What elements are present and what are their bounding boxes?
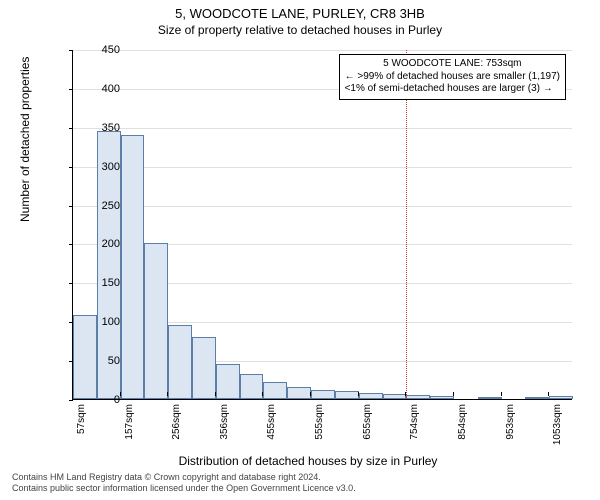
ytick-mark — [69, 400, 73, 401]
ytick-mark — [69, 283, 73, 284]
histogram-bar — [478, 397, 502, 399]
xtick-label: 754sqm — [409, 404, 420, 440]
histogram-chart: Number of detached properties 5 WOODCOTE… — [32, 42, 584, 452]
xtick-label: 157sqm — [124, 404, 135, 440]
page-title: 5, WOODCOTE LANE, PURLEY, CR8 3HB — [0, 0, 600, 21]
histogram-bar — [311, 390, 335, 399]
histogram-bar — [406, 395, 430, 399]
xtick-mark — [358, 392, 359, 396]
reference-line — [406, 50, 407, 399]
ytick-label: 200 — [90, 238, 120, 250]
xtick-mark — [310, 392, 311, 396]
gridline — [73, 50, 572, 51]
histogram-bar — [216, 364, 240, 399]
histogram-bar — [287, 387, 311, 399]
histogram-bar — [263, 382, 287, 399]
xtick-label: 854sqm — [457, 404, 468, 440]
ytick-label: 400 — [90, 83, 120, 95]
footer-attribution: Contains HM Land Registry data © Crown c… — [12, 472, 356, 495]
ytick-label: 350 — [90, 122, 120, 134]
histogram-bar — [168, 325, 192, 399]
ytick-mark — [69, 167, 73, 168]
xtick-label: 555sqm — [314, 404, 325, 440]
xtick-mark — [72, 392, 73, 396]
histogram-bar — [192, 337, 216, 399]
reference-annotation: 5 WOODCOTE LANE: 753sqm ← >99% of detach… — [339, 54, 566, 100]
histogram-bar — [549, 396, 573, 399]
xtick-mark — [501, 392, 502, 396]
page-subtitle: Size of property relative to detached ho… — [0, 21, 600, 37]
xtick-label: 655sqm — [362, 404, 373, 440]
ytick-label: 250 — [90, 200, 120, 212]
xtick-mark — [548, 392, 549, 396]
xtick-label: 455sqm — [266, 404, 277, 440]
histogram-bar — [121, 135, 145, 399]
xtick-label: 953sqm — [505, 404, 516, 440]
gridline — [73, 128, 572, 129]
plot-area: 5 WOODCOTE LANE: 753sqm ← >99% of detach… — [72, 50, 572, 400]
xtick-mark — [262, 392, 263, 396]
histogram-bar — [359, 393, 383, 399]
xtick-mark — [453, 392, 454, 396]
y-axis-label: Number of detached properties — [18, 57, 32, 222]
xtick-mark — [167, 392, 168, 396]
annotation-line-2: ← >99% of detached houses are smaller (1… — [345, 71, 560, 84]
xtick-mark — [120, 392, 121, 396]
ytick-label: 150 — [90, 277, 120, 289]
ytick-label: 0 — [90, 394, 120, 406]
xtick-label: 256sqm — [171, 404, 182, 440]
ytick-label: 50 — [90, 355, 120, 367]
ytick-mark — [69, 244, 73, 245]
histogram-bar — [383, 394, 407, 399]
xtick-label: 356sqm — [219, 404, 230, 440]
histogram-bar — [335, 391, 359, 399]
ytick-mark — [69, 50, 73, 51]
footer-line-2: Contains public sector information licen… — [12, 483, 356, 494]
histogram-bar — [144, 243, 168, 399]
annotation-line-1: 5 WOODCOTE LANE: 753sqm — [345, 58, 560, 71]
histogram-bar — [525, 397, 549, 399]
ytick-label: 300 — [90, 161, 120, 173]
xtick-mark — [405, 392, 406, 396]
histogram-bar — [430, 396, 454, 399]
ytick-mark — [69, 89, 73, 90]
xtick-mark — [215, 392, 216, 396]
ytick-label: 450 — [90, 44, 120, 56]
histogram-bar — [240, 374, 264, 399]
footer-line-1: Contains HM Land Registry data © Crown c… — [12, 472, 356, 483]
xtick-label: 1053sqm — [552, 404, 563, 445]
ytick-mark — [69, 128, 73, 129]
gridline — [73, 206, 572, 207]
gridline — [73, 167, 572, 168]
ytick-label: 100 — [90, 316, 120, 328]
annotation-line-3: <1% of semi-detached houses are larger (… — [345, 83, 560, 96]
ytick-mark — [69, 206, 73, 207]
xtick-label: 57sqm — [76, 404, 87, 434]
x-axis-label: Distribution of detached houses by size … — [32, 454, 584, 468]
